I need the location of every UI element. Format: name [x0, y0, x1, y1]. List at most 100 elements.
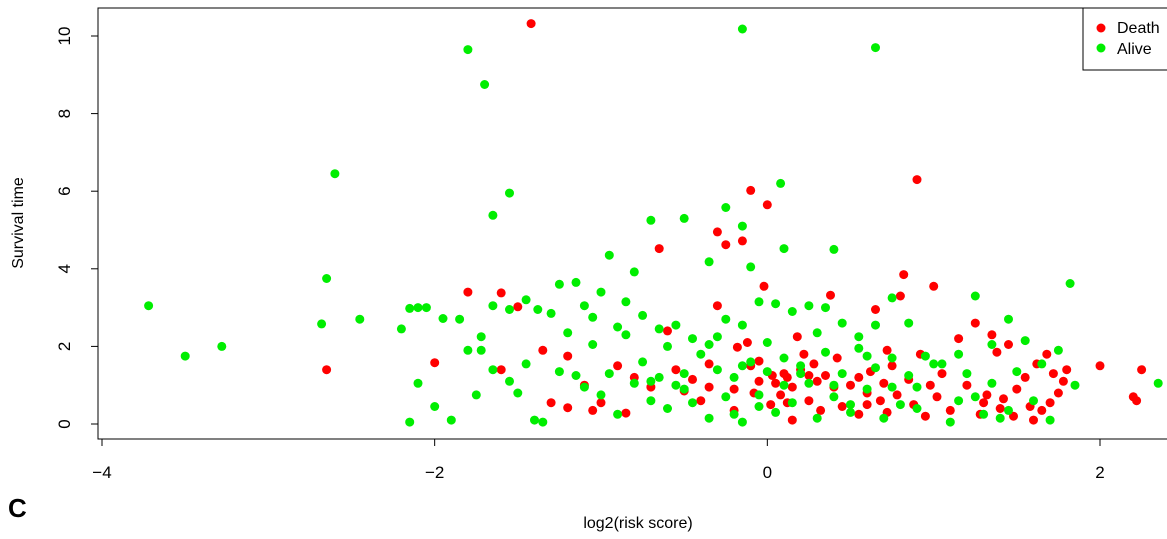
alive-point [546, 308, 556, 318]
alive-point [712, 365, 722, 375]
death-point [1095, 361, 1105, 371]
x-tick-label: −2 [425, 463, 444, 482]
death-point [1053, 388, 1063, 398]
alive-point [804, 378, 814, 388]
alive-point [954, 349, 964, 359]
alive-point [588, 312, 598, 322]
death-point [704, 382, 714, 392]
alive-point [754, 402, 764, 411]
alive-point [812, 413, 822, 423]
death-point [945, 405, 955, 415]
alive-point [787, 398, 797, 408]
alive-point [604, 250, 614, 260]
alive-point [829, 244, 839, 254]
death-point [742, 338, 752, 347]
alive-point [455, 314, 465, 324]
death-point [762, 200, 772, 210]
death-point [463, 287, 473, 297]
alive-point [904, 318, 914, 328]
death-point [804, 396, 814, 406]
alive-point [679, 369, 689, 379]
y-tick-label: 2 [55, 342, 74, 351]
alive-point [987, 378, 997, 388]
death-point [887, 361, 897, 371]
alive-point [629, 267, 639, 277]
alive-point [521, 295, 531, 305]
death-point [882, 345, 892, 355]
panel-label: C [8, 493, 27, 523]
death-point [787, 415, 797, 425]
y-axis-title: Survival time [10, 177, 27, 269]
alive-point [970, 392, 980, 402]
alive-point [646, 215, 656, 225]
death-point [563, 403, 573, 413]
death-point [854, 372, 864, 382]
death-point [1037, 405, 1047, 415]
death-point [895, 291, 905, 301]
alive-point [1065, 279, 1075, 288]
alive-point [754, 297, 764, 307]
alive-point [721, 392, 731, 402]
death-point [766, 400, 776, 410]
alive-point [488, 365, 498, 375]
alive-point [829, 392, 839, 402]
alive-point [862, 351, 872, 361]
death-point [799, 349, 809, 359]
alive-point [1004, 405, 1013, 415]
alive-point [754, 390, 764, 400]
alive-point [879, 413, 889, 423]
alive-point [746, 357, 756, 367]
death-point [776, 390, 786, 400]
death-point [937, 369, 947, 379]
legend-label-death: Death [1117, 20, 1160, 37]
death-point [821, 371, 830, 380]
alive-point [579, 382, 589, 392]
alive-point [463, 345, 473, 355]
alive-point [779, 244, 789, 254]
death-point [1045, 398, 1055, 408]
alive-point [530, 415, 539, 425]
death-point [809, 359, 819, 369]
legend: Death Alive [1082, 7, 1167, 71]
death-point [792, 332, 802, 342]
death-point [732, 342, 742, 352]
alive-point [1012, 367, 1022, 377]
death-point [1020, 372, 1030, 382]
death-point [782, 372, 792, 382]
alive-point [579, 301, 589, 311]
alive-point [1070, 380, 1080, 390]
alive-point [663, 341, 672, 351]
alive-point [737, 24, 747, 34]
alive-point [554, 367, 564, 377]
alive-point [776, 178, 786, 188]
alive-point [663, 404, 672, 413]
alive-point [1020, 336, 1030, 346]
death-point [737, 236, 747, 246]
alive-point [421, 303, 431, 313]
alive-point [779, 380, 789, 390]
alive-point [596, 390, 606, 400]
x-axis-title: log2(risk score) [583, 515, 692, 532]
death-point [871, 305, 880, 314]
death-point [322, 365, 332, 375]
death-point [712, 301, 722, 311]
alive-point [654, 324, 664, 334]
alive-point [144, 301, 154, 311]
alive-point [488, 301, 498, 311]
y-axis: 0 2 4 6 8 10 [55, 27, 99, 429]
death-point [1012, 384, 1022, 394]
alive-point [621, 330, 631, 340]
death-point [787, 382, 797, 392]
death-point [563, 351, 573, 361]
alive-point [779, 353, 789, 363]
death-point [704, 359, 714, 369]
alive-point [317, 319, 327, 329]
alive-point [837, 369, 847, 379]
death-point [721, 240, 731, 250]
alive-point [962, 369, 972, 379]
alive-point [846, 400, 855, 410]
alive-point [513, 388, 523, 398]
death-point [1132, 396, 1142, 406]
alive-point [613, 409, 623, 419]
death-point [1004, 340, 1013, 349]
